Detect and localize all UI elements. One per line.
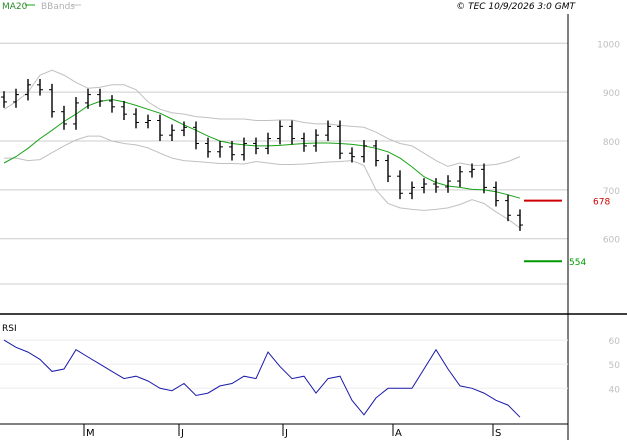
legend-bbands: BBands — [41, 2, 75, 12]
ohlc-bar — [373, 140, 379, 167]
rsi-label: RSI — [2, 324, 17, 334]
ohlc-bar — [409, 181, 415, 200]
x-tick-label: J — [284, 428, 288, 439]
ohlc-bar — [361, 140, 367, 163]
ohlc-bar — [133, 108, 139, 129]
ohlc-bar — [169, 124, 175, 142]
ohlc-bar — [337, 120, 343, 160]
ohlc-bar — [97, 88, 103, 107]
ohlc-bar — [313, 129, 319, 152]
x-tick-label: J — [180, 428, 184, 439]
ohlc-bar — [517, 209, 523, 231]
x-tick-label: M — [86, 428, 95, 439]
ohlc-bar — [13, 88, 19, 108]
ohlc-bars — [1, 78, 523, 231]
x-tick-label: S — [495, 428, 501, 439]
ohlc-bar — [61, 105, 67, 130]
ohlc-bar — [49, 83, 55, 118]
ohlc-bar — [73, 97, 79, 130]
bollinger-bands — [3, 69, 521, 229]
level-label: 554 — [569, 258, 586, 268]
moving-average — [3, 98, 521, 199]
ohlc-bar — [349, 147, 355, 163]
price-tick-label: 700 — [603, 187, 620, 197]
level-label: 678 — [593, 198, 610, 208]
ohlc-bar — [25, 78, 31, 101]
ohlc-bar — [457, 165, 463, 187]
price-tick-label: 600 — [603, 236, 620, 246]
ohlc-bar — [385, 154, 391, 183]
ohlc-bar — [109, 95, 115, 113]
ohlc-bar — [445, 175, 451, 193]
ohlc-bar — [469, 163, 475, 178]
ohlc-bar — [421, 178, 427, 194]
x-tick-label: A — [395, 428, 402, 439]
rsi-line — [3, 339, 521, 418]
grid — [0, 14, 627, 440]
ohlc-bar — [289, 120, 295, 145]
ohlc-bar — [325, 120, 331, 142]
ohlc-bar — [121, 100, 127, 121]
ohlc-bar — [193, 121, 199, 150]
ohlc-bar — [241, 137, 247, 161]
ohlc-bar — [229, 141, 235, 161]
ohlc-bar — [157, 114, 163, 142]
rsi-tick-label: 40 — [609, 385, 621, 395]
ohlc-bar — [277, 120, 283, 145]
ma20-line — [3, 98, 521, 199]
ohlc-bar — [433, 178, 439, 193]
ohlc-bar — [301, 132, 307, 152]
copyright-timestamp: © TEC 10/9/2026 3:0 GMT — [456, 2, 576, 12]
ohlc-bar — [85, 88, 91, 109]
ohlc-bar — [397, 170, 403, 200]
price-levels: 678 554 — [524, 198, 610, 268]
bbands-lower-line — [4, 135, 521, 229]
bbands-upper-line — [3, 69, 521, 167]
axes: 1000 900 800 700 600 60 50 40 M J J A S — [83, 40, 621, 439]
ohlc-bar — [253, 137, 259, 155]
ohlc-bar — [1, 91, 7, 108]
ohlc-bar — [217, 141, 223, 158]
legend-ma: MA20 — [2, 2, 28, 12]
rsi-tick-label: 50 — [609, 361, 621, 371]
price-tick-label: 800 — [603, 138, 620, 148]
ohlc-bar — [37, 78, 43, 96]
ohlc-bar — [481, 163, 487, 194]
ohlc-bar — [181, 121, 187, 137]
rsi-tick-label: 60 — [609, 337, 621, 347]
price-tick-label: 900 — [603, 89, 620, 99]
ohlc-bar — [205, 137, 211, 158]
price-tick-label: 1000 — [597, 40, 620, 50]
ohlc-bar — [265, 132, 271, 155]
ohlc-bar — [505, 194, 511, 222]
ohlc-bar — [145, 114, 151, 129]
ohlc-bar — [493, 181, 499, 207]
rsi-panel — [3, 339, 521, 418]
